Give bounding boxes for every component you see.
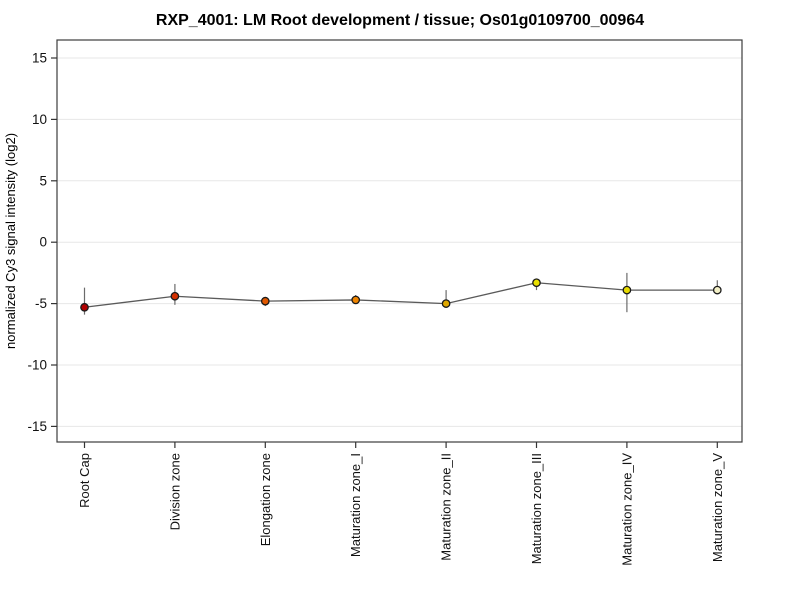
x-tick-label: Division zone <box>167 453 182 530</box>
data-point <box>622 285 632 295</box>
y-tick-label: 5 <box>39 173 47 188</box>
y-tick-label: 10 <box>32 112 47 127</box>
chart-title: RXP_4001: LM Root development / tissue; … <box>156 12 644 29</box>
data-point <box>532 278 541 288</box>
plot-frame <box>56 39 743 443</box>
y-tick-label: 0 <box>39 235 47 250</box>
x-tick-label: Maturation zone_I <box>348 453 363 557</box>
y-tick-label: -10 <box>27 358 47 373</box>
data-point <box>351 295 361 305</box>
plot-area: 15 10 5 0 -5 -10 -15 Root Cap Division zone Elong… <box>27 39 743 566</box>
x-tick-label: Elongation zone <box>258 453 273 546</box>
y-axis-label: normalized Cy3 signal intensity (log2) <box>3 133 18 349</box>
data-point <box>441 299 451 308</box>
y-tick-label: 15 <box>32 51 47 66</box>
x-tick-label: Maturation zone_IV <box>619 453 634 566</box>
data-point <box>80 302 89 312</box>
x-tick-label: Maturation zone_III <box>529 453 544 564</box>
data-point <box>260 296 270 306</box>
data-point <box>170 291 180 301</box>
x-tick-label: Maturation zone_V <box>710 453 725 562</box>
x-tick-label: Root Cap <box>77 453 92 508</box>
x-tick-label: Maturation zone_II <box>439 453 454 561</box>
data-point <box>712 285 722 295</box>
y-tick-label: -15 <box>27 419 47 434</box>
series-line <box>84 282 718 308</box>
y-tick-label: -5 <box>35 296 47 311</box>
